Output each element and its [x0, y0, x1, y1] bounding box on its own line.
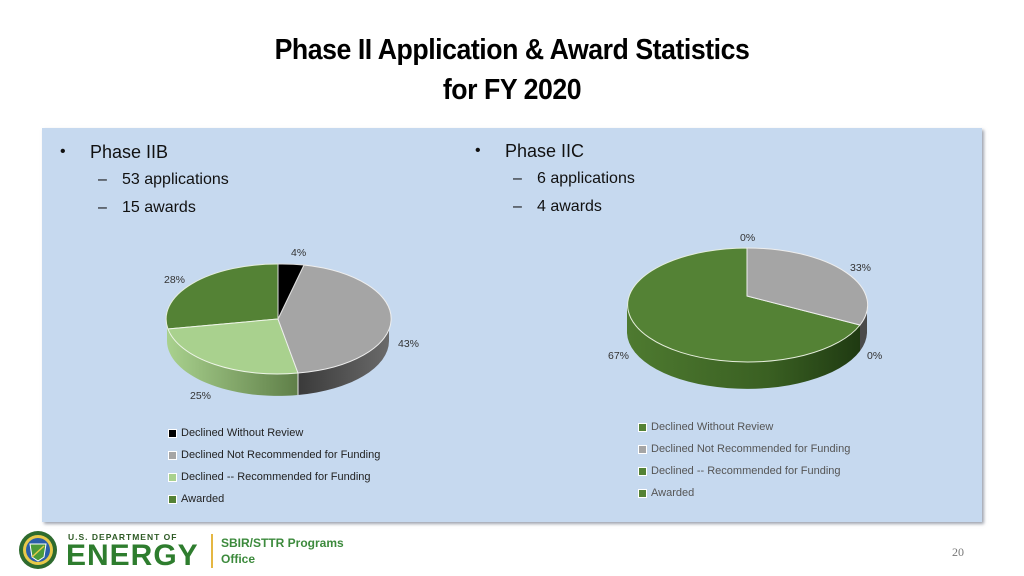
legend-label: Awarded: [651, 487, 695, 499]
legend-label: Declined -- Recommended for Funding: [651, 465, 841, 477]
legend-swatch-icon: [168, 472, 177, 482]
footer-divider: [211, 534, 213, 568]
legend-item: Declined Not Recommended for Funding: [638, 438, 850, 460]
pie-slice-declined-recommended: [167, 318, 299, 375]
pie-slice-awarded: [627, 247, 861, 363]
legend-swatch-icon: [638, 488, 647, 498]
phase-iib-legend: Declined Without Review Declined Not Rec…: [168, 422, 380, 510]
legend-swatch-icon: [638, 422, 647, 432]
dash-icon: –: [513, 198, 522, 215]
office-line-1: SBIR/STTR Programs: [221, 536, 344, 550]
office-line-2: Office: [221, 552, 256, 566]
phase-iic-awards: 4 awards: [537, 198, 602, 215]
legend-label: Awarded: [181, 493, 225, 505]
agency-name-big: ENERGY: [66, 539, 199, 572]
pie-side-gray: [298, 319, 389, 395]
phase-iib-bullets: • Phase IIB –53 applications –15 awards: [60, 138, 229, 222]
legend-item: Declined -- Recommended for Funding: [638, 460, 850, 482]
label-declined-recommended: 25%: [190, 390, 212, 402]
phase-iic-applications: 6 applications: [537, 170, 635, 187]
legend-swatch-icon: [168, 494, 177, 504]
label-declined-not-recommended: 33%: [850, 262, 872, 274]
bullet-icon: •: [60, 143, 66, 160]
phase-iic-pie: [627, 247, 869, 389]
phase-iib-pie: [165, 263, 392, 396]
legend-label: Declined Without Review: [651, 421, 774, 433]
legend-label: Declined Not Recommended for Funding: [651, 443, 851, 455]
program-office: SBIR/STTR Programs Office: [221, 535, 344, 567]
dash-icon: –: [513, 170, 522, 187]
doe-seal-icon: [19, 531, 57, 569]
phase-iib-heading: Phase IIB: [90, 141, 169, 162]
legend-item: Awarded: [638, 482, 850, 504]
legend-swatch-icon: [168, 428, 177, 438]
phase-iib-applications: 53 applications: [122, 171, 229, 188]
legend-label: Declined Not Recommended for Funding: [181, 449, 381, 461]
legend-item: Declined Without Review: [638, 416, 850, 438]
legend-label: Declined -- Recommended for Funding: [181, 471, 371, 483]
label-awarded: 28%: [164, 274, 186, 286]
phase-iic-heading: Phase IIC: [505, 140, 585, 161]
phase-iic-legend: Declined Without Review Declined Not Rec…: [638, 416, 850, 504]
pie-side-awarded: [627, 305, 860, 389]
legend-item: Awarded: [168, 488, 380, 510]
pie-side-light-green: [167, 319, 298, 396]
legend-swatch-icon: [638, 466, 647, 476]
title-line-1: Phase II Application & Award Statistics: [274, 34, 750, 66]
legend-item: Declined Not Recommended for Funding: [168, 444, 380, 466]
pie-slice-declined-without-review: [277, 263, 305, 320]
label-declined-without-review: 0%: [740, 232, 756, 244]
pie-slice-awarded: [165, 263, 279, 330]
pie-slice-declined-not-recommended: [746, 247, 869, 326]
label-declined-not-recommended: 43%: [398, 338, 420, 350]
bullet-icon: •: [475, 142, 481, 159]
label-awarded: 67%: [608, 350, 630, 362]
dash-icon: –: [98, 199, 107, 216]
agency-name-small: U.S. DEPARTMENT OF: [68, 532, 178, 542]
legend-label: Declined Without Review: [181, 427, 304, 439]
legend-swatch-icon: [168, 450, 177, 460]
legend-swatch-icon: [638, 444, 647, 454]
page-number: 20: [952, 545, 964, 559]
phase-iib-awards: 15 awards: [122, 199, 196, 216]
legend-item: Declined -- Recommended for Funding: [168, 466, 380, 488]
legend-item: Declined Without Review: [168, 422, 380, 444]
pie-slice-declined-not-recommended: [277, 264, 392, 374]
slide-title: Phase II Application & Award Statistics …: [41, 30, 983, 110]
title-line-2: for FY 2020: [442, 74, 582, 106]
dash-icon: –: [98, 171, 107, 188]
phase-iic-bullets: • Phase IIC –6 applications –4 awards: [475, 137, 635, 221]
label-declined-without-review: 4%: [291, 247, 307, 259]
label-declined-recommended: 0%: [867, 350, 883, 362]
